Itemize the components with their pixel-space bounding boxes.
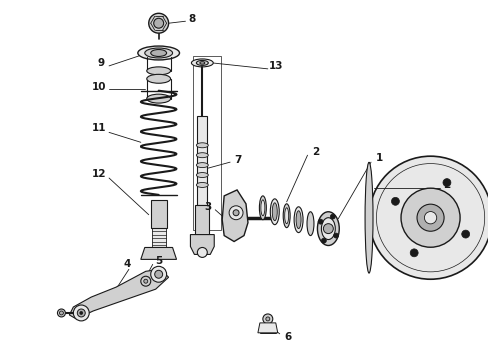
Circle shape	[144, 279, 148, 283]
Circle shape	[154, 18, 164, 28]
Ellipse shape	[138, 46, 179, 60]
Text: 6: 6	[284, 332, 291, 342]
Circle shape	[155, 270, 163, 278]
Text: 12: 12	[92, 169, 106, 179]
Polygon shape	[151, 200, 167, 228]
Text: 1: 1	[375, 153, 383, 163]
Circle shape	[263, 314, 273, 324]
Ellipse shape	[270, 199, 279, 225]
Circle shape	[321, 238, 326, 243]
Ellipse shape	[192, 59, 213, 67]
Ellipse shape	[283, 204, 290, 228]
Polygon shape	[222, 190, 248, 242]
Circle shape	[197, 247, 207, 257]
Ellipse shape	[196, 163, 208, 168]
Circle shape	[462, 230, 469, 238]
Circle shape	[266, 317, 270, 321]
Circle shape	[323, 224, 333, 234]
Text: 4: 4	[123, 259, 131, 269]
Text: 2: 2	[312, 147, 319, 157]
Circle shape	[77, 309, 85, 317]
Ellipse shape	[147, 94, 171, 103]
Circle shape	[151, 266, 167, 282]
Ellipse shape	[294, 207, 303, 233]
Ellipse shape	[296, 211, 301, 229]
Ellipse shape	[196, 153, 208, 158]
Ellipse shape	[196, 172, 208, 177]
Text: 3: 3	[205, 202, 212, 212]
Polygon shape	[197, 116, 207, 205]
Ellipse shape	[147, 74, 171, 83]
Text: 8: 8	[189, 14, 196, 24]
Ellipse shape	[147, 67, 171, 75]
Polygon shape	[191, 235, 214, 255]
Ellipse shape	[259, 196, 267, 220]
Polygon shape	[141, 247, 176, 260]
Circle shape	[318, 219, 323, 224]
Ellipse shape	[307, 212, 314, 235]
Circle shape	[417, 204, 444, 231]
Polygon shape	[152, 228, 166, 249]
Ellipse shape	[321, 218, 335, 239]
Circle shape	[334, 233, 339, 238]
Circle shape	[149, 13, 169, 33]
Ellipse shape	[196, 183, 208, 188]
Ellipse shape	[261, 200, 265, 216]
Ellipse shape	[285, 208, 289, 224]
Ellipse shape	[151, 50, 167, 57]
Ellipse shape	[200, 62, 205, 64]
Text: 2: 2	[443, 180, 450, 190]
Circle shape	[141, 276, 151, 286]
Text: 7: 7	[234, 155, 242, 165]
Polygon shape	[196, 205, 209, 235]
Circle shape	[57, 309, 65, 317]
Circle shape	[74, 305, 89, 321]
Circle shape	[59, 311, 63, 315]
Ellipse shape	[145, 48, 172, 58]
Circle shape	[229, 206, 243, 220]
Text: 10: 10	[92, 82, 106, 92]
Polygon shape	[258, 323, 278, 333]
Polygon shape	[70, 269, 169, 319]
Circle shape	[424, 212, 437, 224]
Circle shape	[443, 179, 451, 186]
Circle shape	[392, 197, 399, 205]
Circle shape	[80, 311, 83, 314]
Text: 9: 9	[98, 58, 105, 68]
Ellipse shape	[318, 212, 339, 246]
Text: 13: 13	[269, 61, 283, 71]
Ellipse shape	[196, 143, 208, 148]
Text: 11: 11	[92, 123, 106, 134]
Circle shape	[233, 210, 239, 216]
Ellipse shape	[196, 60, 208, 66]
Circle shape	[410, 249, 418, 257]
Circle shape	[401, 188, 460, 247]
Circle shape	[330, 214, 335, 219]
Text: 5: 5	[155, 256, 162, 266]
Ellipse shape	[272, 203, 277, 221]
Circle shape	[369, 156, 490, 279]
Ellipse shape	[365, 162, 373, 273]
